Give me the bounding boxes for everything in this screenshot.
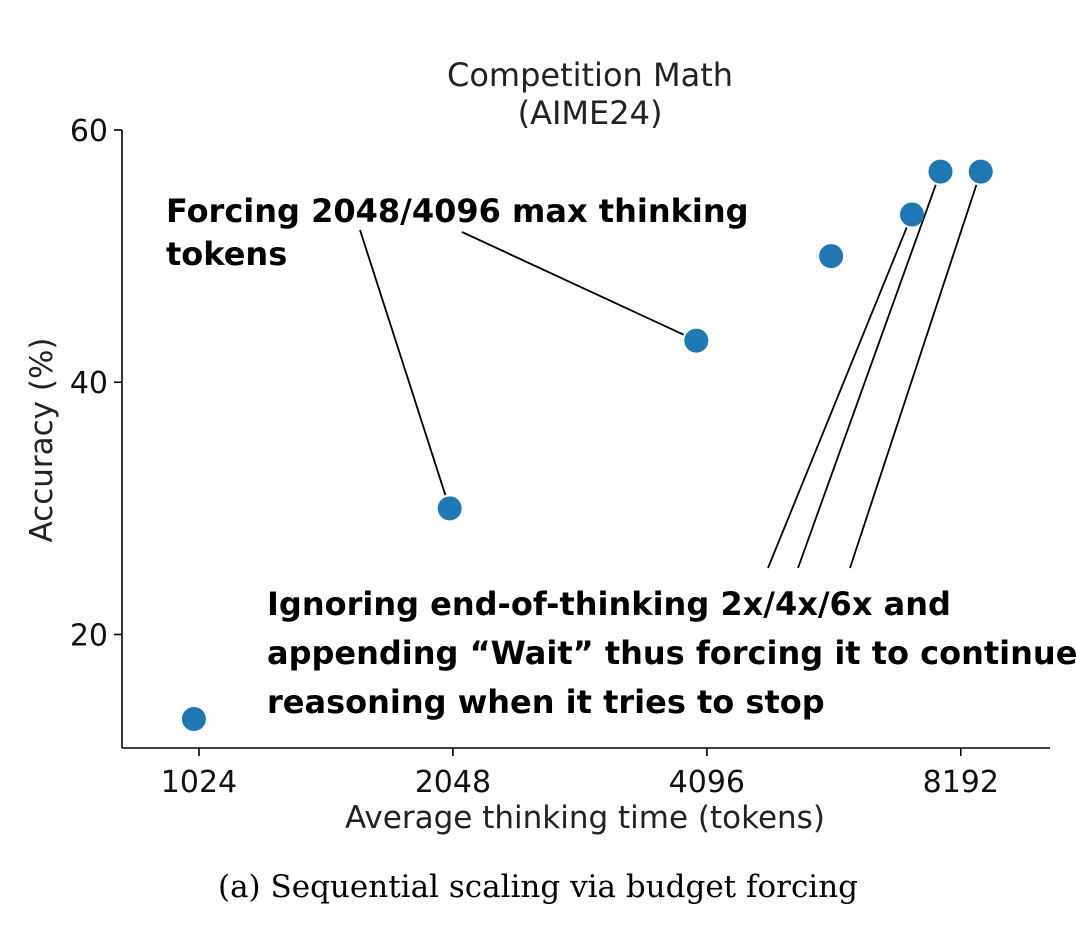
x-axis-ticks: 1024 2048 4096 8192 [161, 748, 999, 800]
data-point [928, 159, 953, 184]
annotation-leader-lines [359, 184, 978, 569]
x-tick-label: 4096 [669, 765, 745, 800]
data-point [819, 244, 844, 269]
data-point [437, 496, 462, 521]
data-point [968, 159, 993, 184]
annotation-ignoring: Ignoring end-of-thinking 2x/4x/6x and ap… [267, 585, 1076, 721]
annotation-forcing: Forcing 2048/4096 max thinking tokens [166, 192, 749, 273]
x-tick-label: 1024 [161, 765, 237, 800]
chart-title-line-2: (AIME24) [518, 94, 663, 132]
annotation-forcing-line-1: Forcing 2048/4096 max thinking [166, 192, 749, 230]
x-tick-label: 8192 [923, 765, 999, 800]
annotation-leader-line [359, 229, 447, 496]
data-point [181, 706, 206, 731]
annotation-leader-line [849, 184, 978, 569]
annotation-leader-line [767, 227, 908, 569]
figure-caption: (a) Sequential scaling via budget forcin… [218, 869, 858, 905]
annotation-leader-line [797, 184, 937, 569]
data-points [181, 159, 993, 731]
y-axis-ticks: 20 40 60 [70, 114, 122, 653]
y-axis-label: Accuracy (%) [24, 337, 60, 542]
annotation-forcing-line-2: tokens [166, 235, 287, 273]
y-tick-label: 60 [70, 114, 108, 149]
y-tick-label: 40 [70, 366, 108, 401]
y-tick-label: 20 [70, 618, 108, 653]
annotation-ignoring-line-2: appending “Wait” thus forcing it to cont… [267, 634, 1076, 672]
axes-spines [121, 130, 1050, 749]
x-tick-label: 2048 [415, 765, 491, 800]
x-axis-label: Average thinking time (tokens) [345, 800, 825, 836]
annotation-leader-line [461, 231, 685, 336]
chart-title-line-1: Competition Math [447, 56, 733, 94]
data-point [684, 328, 709, 353]
chart-title: Competition Math (AIME24) [447, 56, 733, 132]
data-point [899, 202, 924, 227]
annotation-ignoring-line-3: reasoning when it tries to stop [267, 683, 825, 721]
annotation-ignoring-line-1: Ignoring end-of-thinking 2x/4x/6x and [267, 585, 951, 623]
